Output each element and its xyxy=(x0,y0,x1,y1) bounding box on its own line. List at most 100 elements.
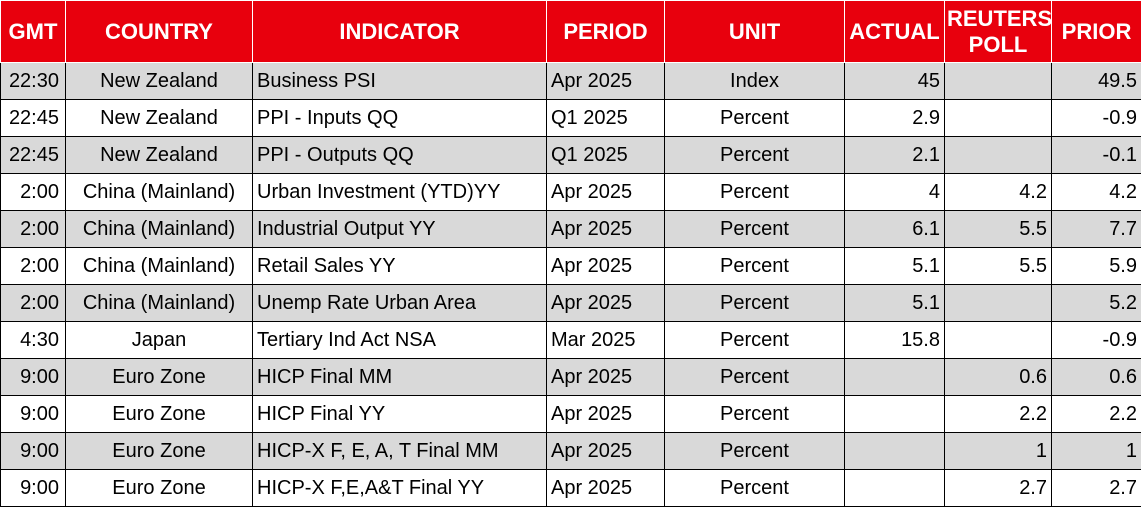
col-header-period: PERIOD xyxy=(547,1,665,63)
cell-country: China (Mainland) xyxy=(66,174,253,211)
cell-period: Apr 2025 xyxy=(547,470,665,507)
cell-country: Euro Zone xyxy=(66,396,253,433)
cell-gmt: 9:00 xyxy=(1,470,66,507)
cell-unit: Percent xyxy=(665,174,845,211)
cell-unit: Percent xyxy=(665,100,845,137)
col-header-gmt: GMT xyxy=(1,1,66,63)
cell-unit: Percent xyxy=(665,285,845,322)
cell-period: Apr 2025 xyxy=(547,285,665,322)
cell-actual: 5.1 xyxy=(845,285,945,322)
cell-period: Apr 2025 xyxy=(547,433,665,470)
cell-actual xyxy=(845,470,945,507)
cell-gmt: 2:00 xyxy=(1,285,66,322)
cell-prior: 2.7 xyxy=(1052,470,1141,507)
cell-unit: Index xyxy=(665,63,845,100)
cell-period: Apr 2025 xyxy=(547,211,665,248)
cell-unit: Percent xyxy=(665,322,845,359)
cell-period: Apr 2025 xyxy=(547,248,665,285)
cell-period: Apr 2025 xyxy=(547,63,665,100)
cell-reuters-poll: 2.7 xyxy=(945,470,1052,507)
cell-gmt: 2:00 xyxy=(1,248,66,285)
cell-prior: -0.1 xyxy=(1052,137,1141,174)
cell-prior: 2.2 xyxy=(1052,396,1141,433)
cell-reuters-poll xyxy=(945,322,1052,359)
cell-prior: -0.9 xyxy=(1052,322,1141,359)
cell-country: New Zealand xyxy=(66,137,253,174)
cell-indicator: HICP-X F, E, A, T Final MM xyxy=(253,433,547,470)
cell-country: China (Mainland) xyxy=(66,248,253,285)
cell-actual xyxy=(845,433,945,470)
cell-actual: 2.9 xyxy=(845,100,945,137)
cell-prior: 5.2 xyxy=(1052,285,1141,322)
cell-prior: 1 xyxy=(1052,433,1141,470)
cell-period: Apr 2025 xyxy=(547,174,665,211)
cell-unit: Percent xyxy=(665,396,845,433)
col-header-indicator: INDICATOR xyxy=(253,1,547,63)
cell-country: Euro Zone xyxy=(66,470,253,507)
cell-unit: Percent xyxy=(665,433,845,470)
cell-prior: 49.5 xyxy=(1052,63,1141,100)
cell-indicator: Business PSI xyxy=(253,63,547,100)
col-header-prior: PRIOR xyxy=(1052,1,1141,63)
cell-prior: 4.2 xyxy=(1052,174,1141,211)
cell-reuters-poll: 1 xyxy=(945,433,1052,470)
cell-country: Euro Zone xyxy=(66,433,253,470)
cell-reuters-poll: 0.6 xyxy=(945,359,1052,396)
cell-country: Japan xyxy=(66,322,253,359)
cell-country: New Zealand xyxy=(66,100,253,137)
cell-gmt: 22:30 xyxy=(1,63,66,100)
col-header-country: COUNTRY xyxy=(66,1,253,63)
cell-indicator: Urban Investment (YTD)YY xyxy=(253,174,547,211)
cell-gmt: 4:30 xyxy=(1,322,66,359)
col-header-actual: ACTUAL xyxy=(845,1,945,63)
cell-indicator: Retail Sales YY xyxy=(253,248,547,285)
cell-country: Euro Zone xyxy=(66,359,253,396)
cell-country: China (Mainland) xyxy=(66,285,253,322)
cell-actual: 6.1 xyxy=(845,211,945,248)
cell-period: Q1 2025 xyxy=(547,137,665,174)
cell-indicator: PPI - Outputs QQ xyxy=(253,137,547,174)
col-header-unit: UNIT xyxy=(665,1,845,63)
cell-unit: Percent xyxy=(665,359,845,396)
cell-unit: Percent xyxy=(665,211,845,248)
cell-reuters-poll xyxy=(945,285,1052,322)
cell-reuters-poll: 2.2 xyxy=(945,396,1052,433)
cell-actual: 5.1 xyxy=(845,248,945,285)
cell-period: Apr 2025 xyxy=(547,359,665,396)
cell-period: Mar 2025 xyxy=(547,322,665,359)
cell-prior: 5.9 xyxy=(1052,248,1141,285)
cell-indicator: HICP Final MM xyxy=(253,359,547,396)
cell-indicator: HICP Final YY xyxy=(253,396,547,433)
cell-reuters-poll xyxy=(945,63,1052,100)
cell-reuters-poll: 5.5 xyxy=(945,248,1052,285)
cell-prior: 0.6 xyxy=(1052,359,1141,396)
cell-indicator: Industrial Output YY xyxy=(253,211,547,248)
cell-reuters-poll xyxy=(945,100,1052,137)
cell-gmt: 9:00 xyxy=(1,433,66,470)
cell-gmt: 2:00 xyxy=(1,174,66,211)
cell-reuters-poll: 4.2 xyxy=(945,174,1052,211)
cell-unit: Percent xyxy=(665,137,845,174)
cell-gmt: 22:45 xyxy=(1,100,66,137)
col-header-reuters-poll: REUTERS POLL xyxy=(945,1,1052,63)
cell-unit: Percent xyxy=(665,470,845,507)
cell-actual xyxy=(845,396,945,433)
cell-indicator: Tertiary Ind Act NSA xyxy=(253,322,547,359)
cell-indicator: PPI - Inputs QQ xyxy=(253,100,547,137)
cell-country: China (Mainland) xyxy=(66,211,253,248)
cell-actual: 2.1 xyxy=(845,137,945,174)
cell-actual xyxy=(845,359,945,396)
cell-indicator: HICP-X F,E,A&T Final YY xyxy=(253,470,547,507)
header-row: GMT COUNTRY INDICATOR PERIOD UNIT ACTUAL… xyxy=(1,1,1141,63)
cell-actual: 45 xyxy=(845,63,945,100)
